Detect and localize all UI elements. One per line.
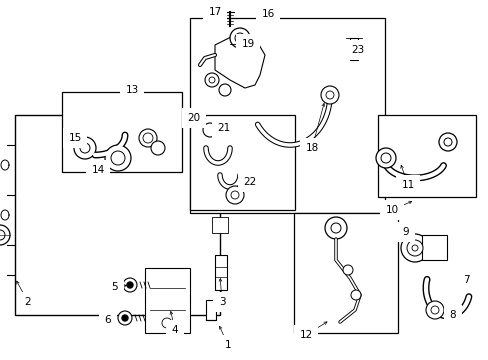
Text: 5: 5: [111, 282, 118, 292]
Bar: [212, 217, 227, 233]
Circle shape: [208, 77, 215, 83]
Text: 2: 2: [24, 297, 31, 307]
Text: 9: 9: [402, 227, 408, 237]
Text: 6: 6: [104, 315, 111, 325]
Text: 21: 21: [217, 123, 230, 133]
Text: 8: 8: [449, 310, 455, 320]
Text: 10: 10: [385, 205, 398, 215]
Circle shape: [0, 225, 10, 245]
Bar: [145, 268, 190, 333]
Circle shape: [203, 123, 217, 137]
Circle shape: [342, 265, 352, 275]
Circle shape: [320, 86, 338, 104]
Bar: [190, 18, 384, 213]
Circle shape: [127, 282, 133, 288]
Text: 7: 7: [462, 275, 468, 285]
Text: 23: 23: [351, 45, 364, 55]
Text: 3: 3: [218, 297, 225, 307]
Circle shape: [230, 191, 239, 199]
Circle shape: [123, 278, 137, 292]
Text: 18: 18: [305, 143, 318, 153]
Circle shape: [105, 145, 131, 171]
Polygon shape: [215, 35, 264, 88]
Text: 14: 14: [91, 165, 104, 175]
Bar: [205, 300, 216, 320]
Circle shape: [74, 137, 96, 159]
Circle shape: [229, 28, 249, 48]
Bar: [212, 157, 227, 173]
Circle shape: [325, 91, 333, 99]
Circle shape: [151, 141, 164, 155]
Circle shape: [443, 138, 451, 146]
Text: 20: 20: [187, 113, 200, 123]
Circle shape: [380, 153, 390, 163]
Bar: [293, 213, 397, 333]
Text: 13: 13: [125, 85, 138, 95]
Text: 1: 1: [224, 340, 231, 350]
Bar: [15, 115, 220, 315]
Circle shape: [425, 301, 443, 319]
Circle shape: [325, 217, 346, 239]
Circle shape: [406, 240, 422, 256]
Circle shape: [122, 315, 128, 321]
Circle shape: [139, 129, 157, 147]
Text: 11: 11: [401, 180, 414, 190]
Circle shape: [235, 33, 244, 43]
Circle shape: [162, 318, 172, 328]
Circle shape: [350, 290, 360, 300]
Text: 22: 22: [243, 177, 256, 187]
Text: 19: 19: [241, 39, 254, 49]
Circle shape: [204, 73, 219, 87]
Circle shape: [0, 230, 5, 240]
Circle shape: [225, 186, 244, 204]
Circle shape: [142, 133, 153, 143]
Circle shape: [80, 143, 90, 153]
Bar: [33, 125, 202, 305]
Circle shape: [111, 151, 125, 165]
Bar: [377, 115, 475, 197]
Text: 15: 15: [68, 133, 81, 143]
Circle shape: [118, 311, 132, 325]
Bar: [62, 92, 182, 172]
Circle shape: [438, 133, 456, 151]
Text: 4: 4: [171, 325, 178, 335]
Bar: [349, 38, 357, 60]
Circle shape: [375, 148, 395, 168]
Circle shape: [330, 223, 340, 233]
Bar: [215, 255, 226, 290]
Text: 17: 17: [208, 7, 221, 17]
Circle shape: [411, 245, 417, 251]
Circle shape: [400, 234, 428, 262]
Bar: [421, 235, 446, 260]
Bar: [190, 115, 294, 210]
Circle shape: [219, 84, 230, 96]
Circle shape: [430, 306, 438, 314]
Text: 16: 16: [261, 9, 274, 19]
Text: 12: 12: [299, 330, 312, 340]
